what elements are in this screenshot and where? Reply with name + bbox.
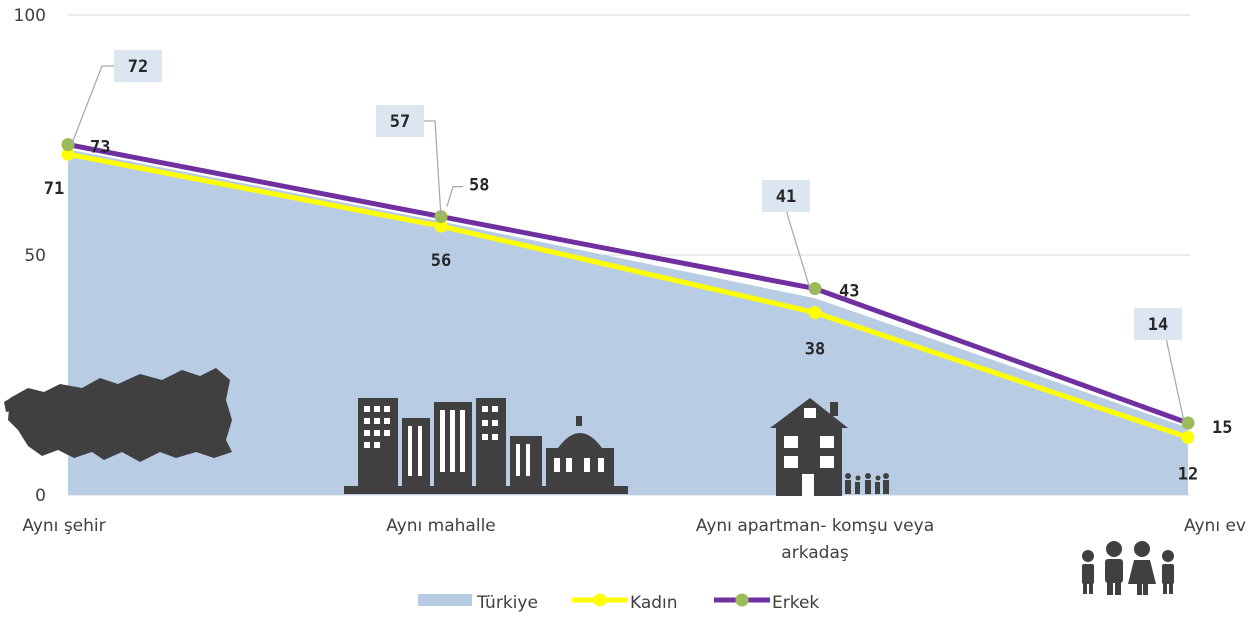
x-tick-label-line: Aynı apartman- komşu veya bbox=[696, 516, 934, 536]
data-label-turkiye: 72 bbox=[128, 57, 148, 77]
data-label-kadin: 71 bbox=[44, 179, 64, 199]
data-label-erkek: 73 bbox=[90, 138, 110, 158]
leader-turkiye bbox=[1165, 337, 1185, 422]
city-buildings-icon bbox=[344, 398, 628, 494]
data-labels: 71 56 38 12 73 58 43 15 72 57 41 14 bbox=[44, 50, 1232, 484]
marker-kadin bbox=[1181, 430, 1195, 444]
y-axis: 0 50 100 bbox=[14, 6, 46, 506]
x-tick-label: Aynı ev bbox=[1184, 516, 1246, 536]
series-lines bbox=[67, 142, 1189, 440]
x-axis-categories: Aynı şehir Aynı mahalle Aynı apartman- kom… bbox=[22, 516, 1246, 563]
marker-kadin bbox=[808, 306, 822, 320]
turkey-map-icon bbox=[4, 368, 232, 462]
line-kadın bbox=[67, 151, 1189, 440]
y-tick-label: 100 bbox=[14, 6, 46, 26]
data-label-box-turkiye bbox=[376, 105, 424, 137]
apartment-family-icon bbox=[770, 398, 889, 496]
x-tick-label: Aynı apartman- komşu veya arkadaş bbox=[696, 516, 934, 563]
marker-kadin bbox=[61, 147, 75, 161]
label-leaders bbox=[71, 65, 1185, 422]
legend-swatch-turkiye bbox=[418, 594, 472, 606]
leader-turkiye bbox=[785, 209, 812, 293]
data-label-turkiye: 57 bbox=[390, 112, 410, 132]
legend-marker-kadin bbox=[593, 593, 607, 607]
leader-erkek bbox=[446, 186, 463, 207]
legend-label-turkiye: Türkiye bbox=[476, 593, 538, 613]
x-tick-label: Aynı şehir bbox=[22, 516, 105, 536]
legend: Türkiye Kadın Erkek bbox=[418, 593, 819, 613]
legend-marker-erkek bbox=[735, 593, 749, 607]
data-label-turkiye: 14 bbox=[1148, 315, 1168, 335]
icon-layer bbox=[4, 368, 1174, 595]
data-label-kadin: 56 bbox=[431, 251, 451, 271]
y-tick-label: 50 bbox=[24, 246, 46, 266]
leader-turkiye bbox=[422, 120, 442, 218]
leader-turkiye bbox=[71, 65, 114, 144]
marker-kadin bbox=[434, 219, 448, 233]
data-label-kadin: 38 bbox=[805, 340, 825, 360]
data-label-kadin: 12 bbox=[1178, 464, 1198, 484]
marker-erkek bbox=[61, 138, 75, 152]
legend-label-kadin: Kadın bbox=[630, 593, 678, 613]
data-label-box-turkiye bbox=[114, 50, 162, 82]
marker-erkek bbox=[808, 282, 822, 296]
area-layer bbox=[68, 149, 1188, 495]
data-label-box-turkiye bbox=[762, 180, 810, 212]
marker-erkek bbox=[1181, 416, 1195, 430]
x-tick-label-line: arkadaş bbox=[781, 543, 849, 563]
data-label-erkek: 43 bbox=[839, 282, 859, 302]
area-turkiye bbox=[68, 149, 1188, 495]
data-label-turkiye: 41 bbox=[776, 187, 796, 207]
y-tick-label: 0 bbox=[35, 486, 46, 506]
legend-label-erkek: Erkek bbox=[772, 593, 819, 613]
family-icon bbox=[1082, 541, 1174, 595]
data-label-erkek: 58 bbox=[469, 176, 489, 196]
data-label-erkek: 15 bbox=[1212, 418, 1232, 438]
data-label-box-turkiye bbox=[1134, 308, 1182, 340]
line-erkek bbox=[67, 142, 1189, 426]
x-tick-label: Aynı mahalle bbox=[386, 516, 496, 536]
